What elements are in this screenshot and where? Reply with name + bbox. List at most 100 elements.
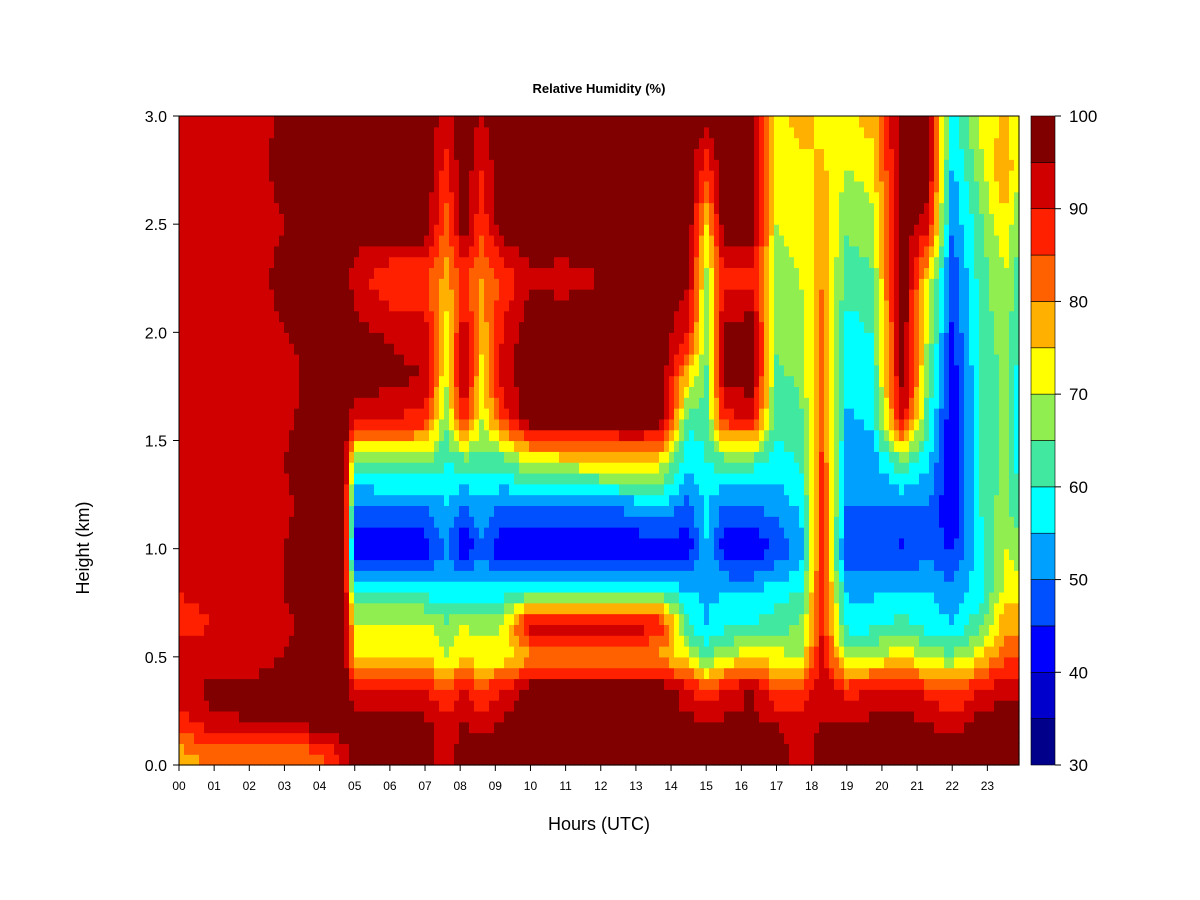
heatmap-cell: [199, 472, 205, 485]
heatmap-cell: [364, 483, 370, 496]
heatmap-cell: [504, 667, 510, 680]
heatmap-cell: [239, 299, 245, 312]
heatmap-cell: [229, 299, 235, 312]
heatmap-cell: [309, 721, 315, 734]
heatmap-cell: [554, 245, 560, 258]
heatmap-cell: [439, 408, 445, 420]
heatmap-cell: [479, 397, 485, 409]
heatmap-cell: [334, 310, 340, 323]
heatmap-cell: [269, 191, 275, 204]
heatmap-cell: [409, 267, 415, 279]
heatmap-cell: [244, 137, 250, 150]
heatmap-cell: [529, 332, 535, 344]
heatmap-cell: [264, 516, 270, 528]
heatmap-cell: [244, 678, 250, 690]
heatmap-cell: [214, 408, 220, 420]
heatmap-cell: [424, 191, 430, 204]
heatmap-cell: [589, 170, 595, 182]
heatmap-cell: [454, 743, 460, 755]
heatmap-cell: [324, 537, 330, 550]
heatmap-cell: [499, 364, 505, 377]
heatmap-cell: [549, 310, 555, 323]
heatmap-cell: [579, 667, 585, 680]
heatmap-cell: [574, 267, 580, 279]
heatmap-cell: [289, 689, 295, 701]
heatmap-cell: [249, 364, 255, 377]
heatmap-cell: [399, 635, 405, 647]
heatmap-cell: [334, 537, 340, 550]
heatmap-cell: [349, 656, 355, 669]
heatmap-cell: [234, 116, 240, 128]
heatmap-cell: [364, 516, 370, 528]
heatmap-cell: [324, 418, 330, 431]
heatmap-cell: [529, 386, 535, 398]
heatmap-cell: [569, 386, 575, 398]
heatmap-cell: [489, 689, 495, 701]
heatmap-cell: [204, 299, 210, 312]
heatmap-cell: [489, 721, 495, 734]
heatmap-cell: [564, 429, 570, 442]
heatmap-cell: [499, 267, 505, 279]
heatmap-cell: [344, 148, 350, 160]
heatmap-cell: [474, 137, 480, 150]
heatmap-cell: [274, 299, 280, 312]
heatmap-cell: [479, 743, 485, 755]
heatmap-cell: [399, 332, 405, 344]
heatmap-cell: [324, 299, 330, 312]
heatmap-cell: [359, 310, 365, 323]
heatmap-cell: [229, 602, 235, 615]
heatmap-cell: [224, 559, 230, 571]
heatmap-cell: [259, 754, 265, 766]
heatmap-cell: [409, 375, 415, 388]
heatmap-cell: [184, 462, 190, 474]
heatmap-cell: [194, 602, 200, 615]
heatmap-cell: [444, 375, 450, 388]
heatmap-cell: [359, 332, 365, 344]
heatmap-cell: [459, 116, 465, 128]
heatmap-cell: [524, 667, 530, 680]
heatmap-cell: [474, 202, 480, 214]
heatmap-cell: [354, 170, 360, 182]
heatmap-cell: [419, 148, 425, 160]
heatmap-cell: [279, 505, 285, 517]
heatmap-cell: [484, 635, 490, 647]
heatmap-cell: [489, 202, 495, 214]
heatmap-cell: [399, 267, 405, 279]
heatmap-cell: [279, 613, 285, 625]
heatmap-cell: [364, 527, 370, 539]
heatmap-cell: [414, 148, 420, 160]
heatmap-cell: [399, 321, 405, 333]
heatmap-cell: [399, 224, 405, 236]
heatmap-cell: [379, 440, 385, 452]
heatmap-cell: [504, 148, 510, 160]
heatmap-cell: [549, 646, 555, 658]
heatmap-cell: [449, 656, 455, 669]
heatmap-cell: [184, 613, 190, 625]
heatmap-cell: [364, 624, 370, 636]
heatmap-cell: [404, 256, 410, 269]
heatmap-cell: [559, 581, 565, 593]
heatmap-cell: [274, 656, 280, 669]
heatmap-cell: [319, 159, 325, 171]
heatmap-cell: [394, 527, 400, 539]
heatmap-cell: [484, 548, 490, 561]
heatmap-cell: [304, 267, 310, 279]
heatmap-cell: [254, 408, 260, 420]
heatmap-cell: [199, 710, 205, 723]
heatmap-cell: [304, 386, 310, 398]
heatmap-cell: [279, 743, 285, 755]
heatmap-cell: [469, 754, 475, 766]
heatmap-cell: [324, 559, 330, 571]
heatmap-cell: [204, 743, 210, 755]
heatmap-cell: [459, 343, 465, 355]
heatmap-cell: [194, 472, 200, 485]
heatmap-cell: [549, 343, 555, 355]
heatmap-cell: [459, 191, 465, 204]
heatmap-cell: [259, 440, 265, 452]
heatmap-cell: [454, 689, 460, 701]
heatmap-cell: [234, 602, 240, 615]
heatmap-cell: [334, 656, 340, 669]
heatmap-cell: [374, 429, 380, 442]
heatmap-cell: [344, 624, 350, 636]
heatmap-cell: [479, 224, 485, 236]
